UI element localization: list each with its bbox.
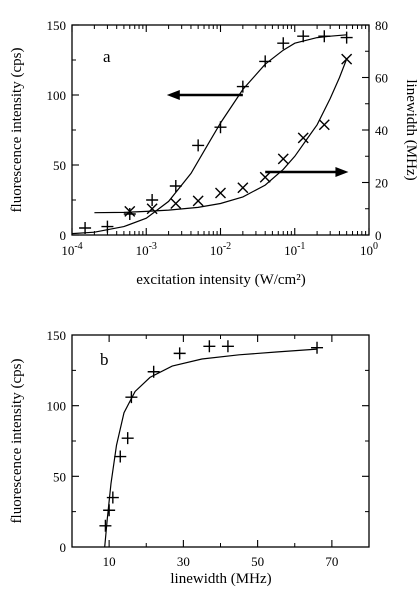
panel-b-x-tick-label: 10 <box>103 554 116 569</box>
panel-b-data-points <box>99 340 324 532</box>
panel-b-x-tick-label: 30 <box>177 554 190 569</box>
panel-a-fluorescence-point <box>236 80 249 93</box>
panel-a-y2-tick-label: 40 <box>375 123 388 138</box>
panel-a-fluorescence-point <box>192 139 205 152</box>
panel-a-fluorescence-point <box>146 194 159 206</box>
panel-b-fit-curve <box>104 348 318 548</box>
panel-b-data-point <box>125 391 138 404</box>
panel-a-y-tick-label: 50 <box>53 158 66 173</box>
panel-a-x-tick-label: 10-3 <box>136 241 157 258</box>
panel-a-linewidth-point <box>259 171 271 183</box>
panel-a-fluorescence-point <box>169 180 182 192</box>
panel-b-data-point <box>203 340 216 353</box>
panel-b-x-tick-label: 50 <box>251 554 264 569</box>
panel-b-data-point <box>221 340 234 353</box>
panel-b-y-tick-label: 50 <box>53 469 66 484</box>
panel-a-letter: a <box>103 47 111 66</box>
panel-a-y2-tick-label: 20 <box>375 176 388 191</box>
panel-a-linewidth-point <box>146 203 158 215</box>
panel-a-fit-curves <box>71 34 348 235</box>
panel-a-x-axis-title: excitation intensity (W/cm²) <box>136 272 305 288</box>
panel-b-data-point <box>114 450 127 463</box>
panel-b-plot-frame <box>71 334 370 548</box>
panel-b-data-point <box>147 365 160 378</box>
panel-a-fluorescence-point <box>101 220 114 233</box>
panel-b-data-point <box>121 432 134 445</box>
panel-a-fluorescence-point <box>214 121 227 134</box>
panel-b-letter: b <box>100 350 109 369</box>
panel-a-y-tick-label: 0 <box>60 228 67 243</box>
panel-a-arrow-head-right <box>335 167 349 177</box>
panel-b: 10 30 50 70 0 50 100 150 b linewidth (MHz) fluo… <box>9 328 370 587</box>
panel-a-y2-tick-label: 60 <box>375 71 388 86</box>
panel-a-y-tick-label: 100 <box>47 88 67 103</box>
panel-a-fit-curve-right <box>94 58 348 214</box>
panel-a-data-points <box>79 30 353 234</box>
panel-a-linewidth-point <box>124 205 136 217</box>
panel-a-x-tick-label: 100 <box>360 241 378 258</box>
panel-a-x-tick-label: 10-2 <box>210 241 231 258</box>
panel-b-data-point <box>103 504 116 517</box>
panel-a-fit-curve-left <box>71 34 347 235</box>
panel-a-linewidth-point <box>277 153 289 165</box>
panel-b-y-tick-label: 100 <box>47 399 67 414</box>
panel-a-fluorescence-point <box>277 37 290 50</box>
panel-b-data-point <box>106 491 119 504</box>
panel-b-data-point <box>311 341 324 354</box>
panel-a-y2-axis-title: linewidth (MHz) <box>403 79 417 180</box>
panel-a-fluorescence-point <box>318 30 331 43</box>
panel-b-data-point <box>173 347 186 360</box>
panel-a-arrows <box>166 90 349 177</box>
panel-a-fluorescence-point <box>79 222 92 234</box>
panel-b-ticks: 10 30 50 70 0 50 100 150 <box>47 328 369 569</box>
panel-b-x-axis-title: linewidth (MHz) <box>170 571 271 587</box>
panel-b-y-tick-label: 0 <box>60 540 67 555</box>
panel-a-linewidth-point <box>215 187 226 199</box>
panel-a-linewidth-point <box>192 195 204 207</box>
panel-b-y-tick-label: 150 <box>47 328 67 343</box>
panel-b-fit-curves <box>104 348 318 548</box>
panel-a-linewidth-point <box>318 119 330 131</box>
panel-a-fluorescence-point <box>259 55 272 68</box>
panel-a-arrow-head-left <box>166 90 180 100</box>
panel-b-x-tick-label: 70 <box>325 554 338 569</box>
panel-b-data-point <box>99 519 112 532</box>
panel-a-linewidth-point <box>170 198 182 209</box>
panel-a-x-tick-label: 10-4 <box>61 241 82 258</box>
panel-a-fluorescence-point <box>340 31 353 44</box>
panel-a-y2-tick-label: 80 <box>375 18 388 33</box>
panel-a-y2-tick-label: 0 <box>375 228 382 243</box>
panel-a-y-axis-title: fluorescence intensity (cps) <box>9 48 25 213</box>
panel-a-fluorescence-point <box>123 208 136 220</box>
panel-b-y-axis-title: fluorescence intensity (cps) <box>9 359 25 524</box>
panel-a-y-tick-label: 150 <box>47 18 67 33</box>
panel-a-fluorescence-point <box>297 30 310 43</box>
panel-a-linewidth-point <box>297 132 309 144</box>
panel-a-linewidth-point <box>341 53 353 65</box>
panel-a-x-tick-label: 10-1 <box>284 241 305 258</box>
panel-a-linewidth-point <box>237 182 249 194</box>
